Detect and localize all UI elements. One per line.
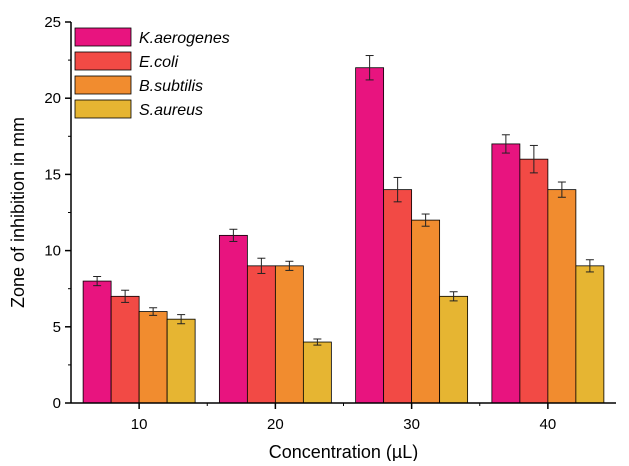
legend: K.aerogenes E.coli B.subtilis S.aureus <box>74 27 230 119</box>
x-tick-label: 20 <box>267 416 284 433</box>
x-tick-label: 30 <box>403 416 420 433</box>
y-tick-label: 20 <box>44 90 61 107</box>
bar <box>575 265 605 404</box>
bar <box>519 158 549 404</box>
bar <box>138 311 168 404</box>
bar <box>302 341 332 404</box>
error-bars-layer <box>93 55 594 346</box>
legend-label: E.coli <box>139 54 179 71</box>
bar <box>218 234 248 404</box>
bar <box>411 219 441 404</box>
y-tick-label: 10 <box>44 243 61 260</box>
bar <box>355 67 385 404</box>
legend-swatch <box>74 27 132 47</box>
y-tick-label: 0 <box>53 395 61 412</box>
bar <box>82 280 112 404</box>
y-tick-label: 15 <box>44 166 61 183</box>
x-tick-label: 40 <box>540 416 557 433</box>
legend-swatch <box>74 99 132 119</box>
legend-label: K.aerogenes <box>139 30 230 47</box>
bar <box>110 295 140 404</box>
bar <box>491 143 521 404</box>
y-tick-label: 5 <box>53 319 61 336</box>
bar <box>246 265 276 404</box>
bar <box>547 189 577 404</box>
bar <box>439 295 469 404</box>
bar <box>274 265 304 404</box>
bar <box>383 189 413 404</box>
y-tick-label: 25 <box>44 14 61 31</box>
legend-label: B.subtilis <box>139 78 203 95</box>
legend-swatch <box>74 51 132 71</box>
bar <box>166 318 196 404</box>
bars-layer <box>82 67 605 404</box>
legend-swatch <box>74 75 132 95</box>
axes-layer: 0 5 10 15 20 25 10 20 30 40 <box>44 14 616 433</box>
x-axis-title: Concentration (µL) <box>269 442 418 461</box>
x-tick-label: 10 <box>131 416 148 433</box>
legend-label: S.aureus <box>139 102 203 119</box>
y-axis-title: Zone of inhibition in mm <box>8 117 28 308</box>
